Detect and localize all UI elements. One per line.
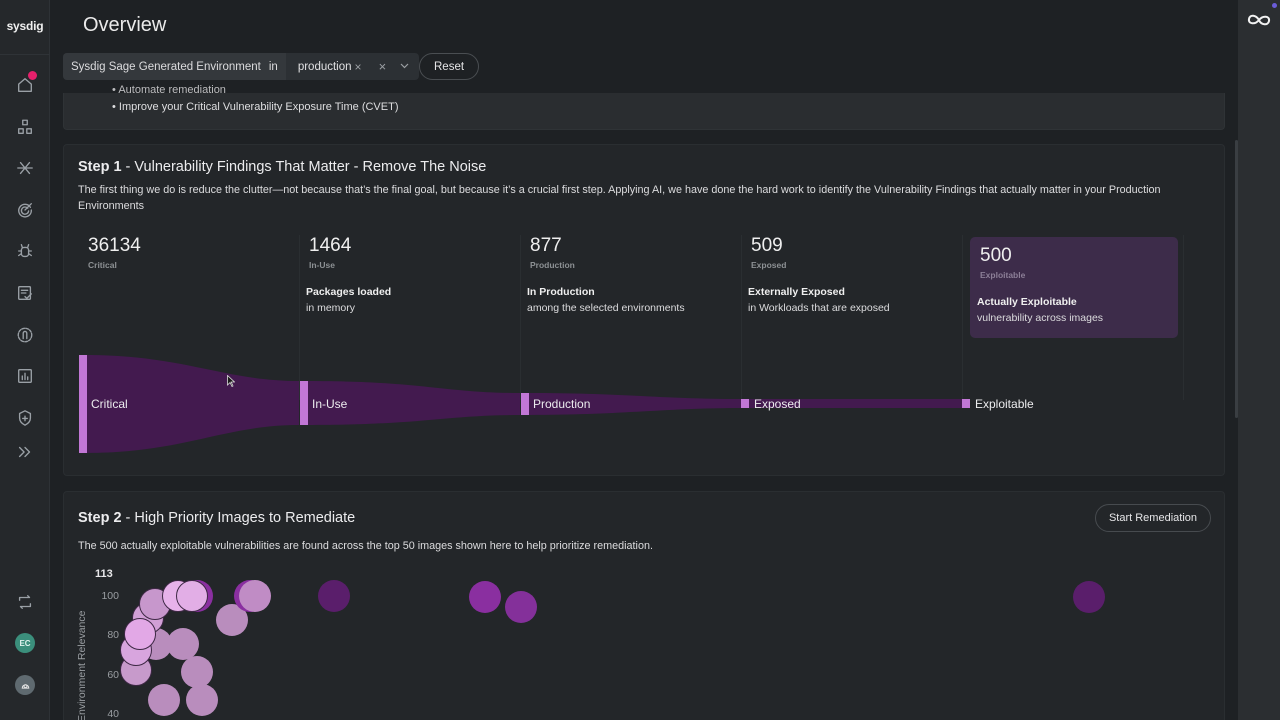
stage-production: 877 Production In Production among the s… [527, 235, 750, 314]
filter-value[interactable]: production × × [286, 53, 419, 80]
stage-value: 877 [530, 235, 562, 256]
sankey-node-exploitable[interactable]: Exploitable [975, 397, 1034, 411]
reset-button[interactable]: Reset [419, 53, 480, 80]
intro-card: • Automate remediation • Improve your Cr… [63, 84, 1225, 130]
sankey-node-production[interactable]: Production [533, 397, 591, 411]
scrollbar[interactable] [1235, 140, 1238, 418]
divider [741, 235, 742, 400]
image-bubble[interactable] [239, 580, 271, 612]
y-tick: 60 [107, 669, 119, 681]
clear-filter-icon[interactable]: × [378, 59, 387, 74]
stage-exposed: 509 Exposed Externally Exposed in Worklo… [748, 235, 971, 314]
stage-label: Exploitable [980, 270, 1026, 280]
stage-value: 1464 [309, 235, 352, 256]
sysdig-logo[interactable]: sysdig [6, 19, 44, 33]
stage-subtext: among the selected environments [527, 302, 685, 314]
shield-plus-icon[interactable] [14, 407, 36, 429]
sankey-node-in-use[interactable]: In-Use [312, 397, 348, 411]
chevron-down-icon[interactable] [400, 61, 409, 72]
sync-icon[interactable] [14, 591, 36, 613]
y-axis-label: Environment Relevance [76, 610, 88, 720]
filter-key-label: Sysdig Sage Generated Environment [71, 60, 261, 73]
user-avatar[interactable]: EC [15, 633, 35, 653]
reports-icon[interactable] [14, 365, 36, 387]
stage-in-use: 1464 In-Use Packages loaded in memory [306, 235, 529, 314]
y-tick: 80 [107, 629, 119, 641]
stage-label: Critical [88, 260, 117, 270]
image-bubble[interactable] [124, 618, 156, 650]
stage-value: 509 [751, 235, 783, 256]
y-tick: 100 [101, 590, 119, 602]
y-axis-max: 113 [95, 568, 113, 580]
y-tick: 40 [107, 708, 119, 720]
stage-heading: In Production [527, 286, 595, 298]
main-content: Overview Sysdig Sage Generated Environme… [50, 0, 1238, 720]
intro-bullet: • Improve your Critical Vulnerability Ex… [112, 101, 399, 113]
sankey-chart: Critical In-Use Production Exposed Explo… [64, 345, 1226, 465]
stage-value: 500 [980, 245, 1012, 266]
stage-heading: Packages loaded [306, 286, 392, 298]
divider [299, 235, 300, 400]
sysdig-sage-icon[interactable] [1245, 10, 1273, 30]
image-bubble[interactable] [186, 684, 218, 716]
stage-heading: Actually Exploitable [977, 296, 1077, 308]
divider [962, 235, 963, 400]
step1-title: Step 1 - Vulnerability Findings That Mat… [78, 159, 487, 175]
stage-subtext: in Workloads that are exposed [748, 302, 890, 314]
step1-description: The first thing we do is reduce the clut… [78, 184, 1161, 212]
step2-description: The 500 actually exploitable vulnerabili… [78, 540, 653, 552]
notification-dot [1272, 3, 1277, 8]
stage-label: Exposed [751, 260, 787, 270]
stage-label: In-Use [309, 260, 335, 270]
sidebar: sysdig EC [0, 0, 50, 720]
start-remediation-button[interactable]: Start Remediation [1094, 504, 1211, 532]
image-bubble[interactable] [318, 580, 350, 612]
mouse-cursor-icon [227, 375, 235, 387]
filter-value-chip: production [297, 60, 352, 73]
stage-exploitable-highlight[interactable]: 500 Exploitable Actually Exploitable vul… [970, 237, 1178, 338]
image-bubble[interactable] [469, 581, 501, 613]
step2-title: Step 2 - High Priority Images to Remedia… [78, 510, 356, 526]
policies-icon[interactable] [14, 282, 36, 304]
chip-remove-icon[interactable]: × [354, 59, 362, 74]
divider [0, 54, 50, 55]
page-title: Overview [83, 14, 167, 36]
home-icon[interactable] [14, 71, 37, 96]
image-bubble[interactable] [1073, 581, 1105, 613]
notification-badge [28, 71, 37, 80]
filter-operator: in [268, 60, 278, 73]
sankey-node-exposed[interactable]: Exposed [754, 397, 801, 411]
inventory-icon[interactable] [14, 116, 36, 138]
expand-sidebar-icon[interactable] [14, 441, 36, 463]
stage-subtext: in memory [306, 302, 356, 314]
stage-heading: Externally Exposed [748, 286, 845, 298]
stage-label: Production [530, 260, 575, 270]
image-bubble[interactable] [148, 684, 180, 716]
step1-card: Step 1 - Vulnerability Findings That Mat… [63, 144, 1225, 476]
image-bubble[interactable] [181, 656, 213, 688]
posture-icon[interactable] [14, 199, 36, 221]
stage-value: 36134 [88, 235, 141, 256]
filter-key[interactable]: Sysdig Sage Generated Environment in [63, 53, 286, 80]
right-rail [1238, 0, 1280, 720]
divider [520, 235, 521, 400]
image-bubble[interactable] [176, 580, 208, 612]
identity-icon[interactable] [14, 324, 36, 346]
image-bubble[interactable] [505, 591, 537, 623]
scatter-chart: 113 100 80 60 40 Environment Relevance [64, 562, 1226, 720]
intro-bullet: • Automate remediation [112, 84, 226, 96]
support-icon[interactable] [15, 675, 35, 695]
stage-critical: 36134 Critical [88, 235, 308, 270]
image-bubble[interactable] [167, 628, 199, 660]
integrations-icon[interactable] [14, 157, 36, 179]
step2-card: Step 2 - High Priority Images to Remedia… [63, 491, 1225, 720]
environment-filter[interactable]: Sysdig Sage Generated Environment in pro… [63, 53, 420, 80]
stage-subtext: vulnerability across images [977, 312, 1104, 324]
divider [1183, 235, 1184, 400]
vulnerabilities-icon[interactable] [14, 240, 36, 262]
sankey-node-critical[interactable]: Critical [91, 397, 128, 411]
